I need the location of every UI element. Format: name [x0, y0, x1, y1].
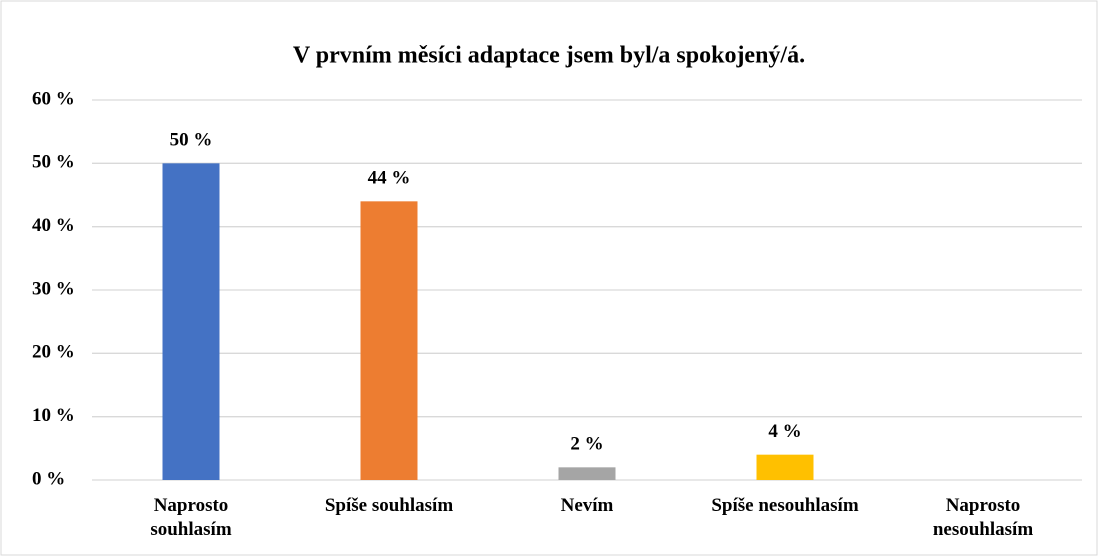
x-tick-label: Naprosto souhlasím	[150, 495, 232, 540]
y-tick-label: 0 %	[32, 468, 65, 489]
y-tick-label: 50 %	[32, 152, 75, 173]
y-tick-label: 60 %	[32, 88, 75, 109]
chart-title: V prvním měsíci adaptace jsem byl/a spok…	[293, 43, 805, 69]
y-tick-label: 40 %	[32, 215, 75, 236]
x-tick-label: Naprosto nesouhlasím	[932, 495, 1034, 540]
x-tick-label: Nevím	[560, 495, 614, 516]
bar	[756, 454, 814, 480]
data-label: 4 %	[768, 421, 801, 442]
x-tick-label: Spíše nesouhlasím	[711, 495, 859, 516]
data-label: 44 %	[368, 168, 411, 189]
y-tick-label: 20 %	[32, 342, 75, 363]
y-tick-label: 10 %	[32, 405, 75, 426]
x-tick-label: Spíše souhlasím	[324, 495, 454, 516]
bar	[558, 467, 616, 480]
bar	[162, 163, 220, 481]
y-tick-label: 30 %	[32, 278, 75, 299]
bar	[360, 201, 418, 481]
data-label: 2 %	[570, 434, 603, 455]
data-label: 50 %	[170, 130, 213, 151]
